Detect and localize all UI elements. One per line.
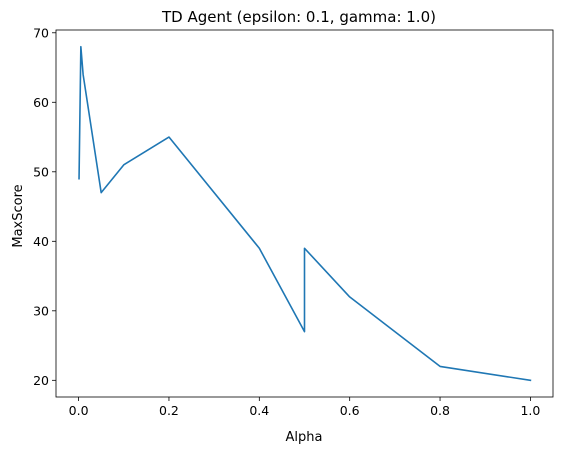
plot-area: 0.0 0.2 0.4 0.6 0.8 1.0 20 30 40 50 60 70 — [33, 25, 554, 418]
x-tick-label: 0.0 — [69, 403, 89, 418]
x-axis-label: Alpha — [286, 430, 323, 445]
y-tick-label: 60 — [33, 95, 49, 110]
y-tick-label: 40 — [33, 234, 49, 249]
x-axis-ticks: 0.0 0.2 0.4 0.6 0.8 1.0 — [69, 397, 540, 418]
x-tick-label: 0.8 — [430, 403, 450, 418]
series-layer — [78, 45, 532, 382]
y-tick-label: 50 — [33, 164, 49, 179]
y-axis-ticks: 20 30 40 50 60 70 — [33, 25, 56, 388]
chart-title: TD Agent (epsilon: 0.1, gamma: 1.0) — [161, 8, 436, 26]
plot-frame — [55, 29, 554, 398]
y-tick-label: 30 — [33, 303, 49, 318]
y-axis-label: MaxScore — [11, 184, 26, 247]
x-tick-label: 0.4 — [249, 403, 269, 418]
x-tick-label: 0.2 — [159, 403, 179, 418]
y-tick-label: 20 — [33, 373, 49, 388]
x-tick-label: 1.0 — [520, 403, 540, 418]
y-tick-label: 70 — [33, 25, 49, 40]
x-tick-label: 0.6 — [340, 403, 360, 418]
series-line — [78, 45, 532, 382]
